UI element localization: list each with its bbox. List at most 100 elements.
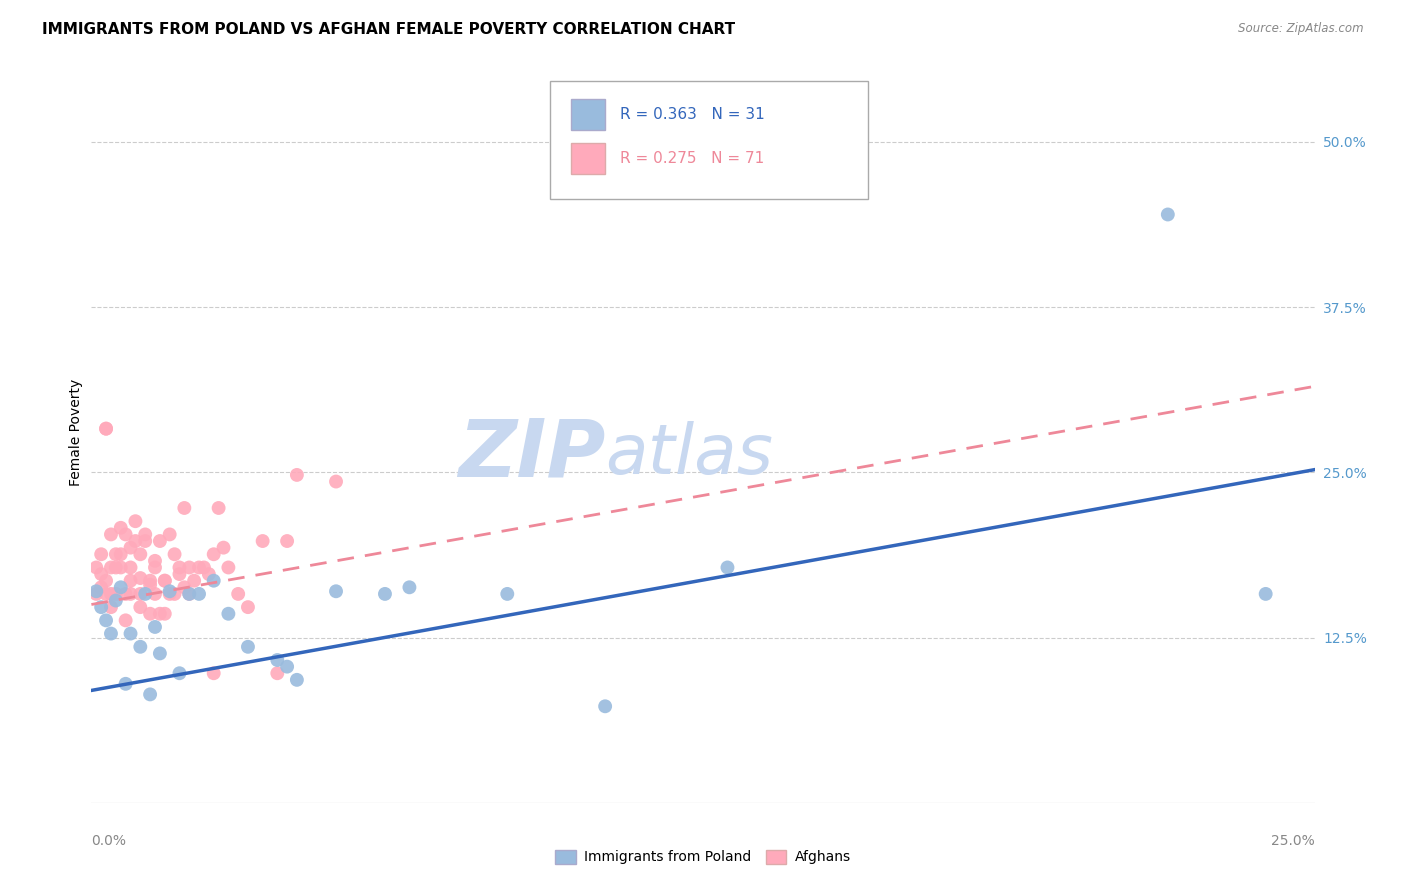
Point bbox=[120, 541, 142, 555]
Point bbox=[94, 422, 117, 436]
Point bbox=[143, 620, 166, 634]
Point bbox=[266, 653, 288, 667]
Point bbox=[114, 527, 136, 541]
Text: 0.0%: 0.0% bbox=[91, 834, 127, 848]
Point bbox=[266, 666, 288, 681]
Point bbox=[90, 600, 112, 615]
Point bbox=[193, 560, 215, 574]
Point bbox=[188, 587, 211, 601]
Point bbox=[153, 574, 176, 588]
Text: atlas: atlas bbox=[605, 421, 773, 488]
Point bbox=[120, 560, 142, 574]
Point bbox=[94, 574, 117, 588]
Point bbox=[593, 699, 616, 714]
Point bbox=[90, 547, 112, 561]
Point bbox=[226, 587, 249, 601]
Point bbox=[1157, 207, 1180, 221]
Point bbox=[169, 666, 191, 681]
Point bbox=[120, 587, 142, 601]
Point bbox=[143, 560, 166, 574]
Point bbox=[188, 560, 211, 574]
Point bbox=[173, 580, 195, 594]
Point bbox=[134, 587, 156, 601]
Point bbox=[236, 600, 259, 615]
Point bbox=[129, 600, 152, 615]
Point bbox=[104, 587, 127, 601]
Point bbox=[202, 547, 225, 561]
Point bbox=[143, 554, 166, 568]
Point bbox=[94, 587, 117, 601]
Point bbox=[169, 567, 191, 582]
Text: Source: ZipAtlas.com: Source: ZipAtlas.com bbox=[1239, 22, 1364, 36]
Point bbox=[139, 577, 162, 591]
Point bbox=[114, 677, 136, 691]
Point bbox=[110, 521, 132, 535]
Point bbox=[94, 613, 117, 627]
Text: IMMIGRANTS FROM POLAND VS AFGHAN FEMALE POVERTY CORRELATION CHART: IMMIGRANTS FROM POLAND VS AFGHAN FEMALE … bbox=[42, 22, 735, 37]
Point bbox=[285, 467, 308, 482]
Point bbox=[129, 587, 152, 601]
Point bbox=[212, 541, 235, 555]
Text: 25.0%: 25.0% bbox=[1271, 834, 1315, 848]
Point bbox=[110, 560, 132, 574]
Point bbox=[153, 607, 176, 621]
Point bbox=[496, 587, 519, 601]
Point bbox=[104, 547, 127, 561]
Point bbox=[179, 560, 201, 574]
Point bbox=[159, 587, 181, 601]
Point bbox=[276, 659, 298, 673]
FancyBboxPatch shape bbox=[550, 81, 868, 200]
Point bbox=[84, 560, 107, 574]
Point bbox=[374, 587, 396, 601]
Point bbox=[149, 534, 172, 549]
Point bbox=[100, 560, 122, 574]
Point bbox=[114, 613, 136, 627]
Point bbox=[100, 587, 122, 601]
Point bbox=[124, 514, 146, 528]
Y-axis label: Female Poverty: Female Poverty bbox=[69, 379, 83, 486]
FancyBboxPatch shape bbox=[571, 99, 605, 130]
Point bbox=[325, 475, 347, 489]
Point bbox=[104, 560, 127, 574]
Point bbox=[169, 560, 191, 574]
Point bbox=[149, 647, 172, 661]
Point bbox=[202, 666, 225, 681]
Point bbox=[179, 587, 201, 601]
Point bbox=[100, 527, 122, 541]
Point bbox=[198, 567, 221, 582]
Point bbox=[139, 687, 162, 701]
FancyBboxPatch shape bbox=[571, 143, 605, 174]
Point bbox=[104, 593, 127, 607]
Point bbox=[149, 607, 172, 621]
Point bbox=[120, 626, 142, 640]
Point bbox=[134, 527, 156, 541]
Point bbox=[100, 626, 122, 640]
Point bbox=[202, 574, 225, 588]
Point bbox=[139, 607, 162, 621]
Point bbox=[173, 500, 195, 515]
Point bbox=[100, 600, 122, 615]
Point bbox=[1254, 587, 1277, 601]
Text: R = 0.363   N = 31: R = 0.363 N = 31 bbox=[620, 107, 765, 122]
Point bbox=[129, 547, 152, 561]
Point bbox=[183, 574, 205, 588]
Point bbox=[84, 584, 107, 599]
Point bbox=[110, 547, 132, 561]
Point bbox=[159, 584, 181, 599]
Point bbox=[217, 607, 239, 621]
Point bbox=[252, 534, 274, 549]
Point bbox=[114, 587, 136, 601]
Point bbox=[94, 422, 117, 436]
Point bbox=[124, 534, 146, 549]
Point bbox=[207, 500, 229, 515]
Point bbox=[134, 534, 156, 549]
Point bbox=[159, 527, 181, 541]
Point bbox=[90, 580, 112, 594]
Point bbox=[716, 560, 738, 574]
Point bbox=[139, 574, 162, 588]
Point bbox=[217, 560, 239, 574]
Point bbox=[163, 547, 186, 561]
Legend: Immigrants from Poland, Afghans: Immigrants from Poland, Afghans bbox=[550, 844, 856, 870]
Point bbox=[153, 574, 176, 588]
Point bbox=[179, 587, 201, 601]
